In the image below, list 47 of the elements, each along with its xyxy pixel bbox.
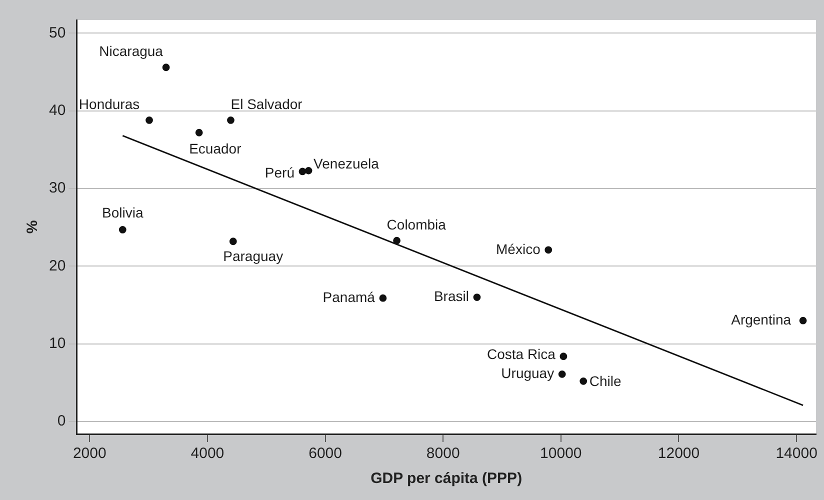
x-tick-label: 4000 [190, 445, 224, 462]
point [162, 64, 170, 72]
point [379, 294, 387, 302]
x-tick-label: 2000 [72, 445, 106, 462]
x-tick-label: 6000 [308, 445, 342, 462]
point [544, 246, 552, 254]
point [195, 128, 203, 136]
x-tick-label: 8000 [426, 445, 460, 462]
y-tick-label: 50 [48, 24, 66, 42]
annotation: Nicaragua [99, 43, 164, 60]
annotation: Ecuador [189, 140, 242, 156]
annotation: El Salvador [230, 96, 303, 112]
y-tick-label: 0 [57, 412, 66, 430]
annotation: Bolivia [102, 204, 144, 221]
annotation: Chile [589, 373, 622, 390]
point [393, 236, 400, 244]
annotation: Venezuela [314, 156, 380, 172]
point [799, 316, 807, 324]
point [298, 168, 306, 176]
x-axis-title: GDP per cápita (PPP) [370, 470, 522, 488]
point [558, 370, 566, 378]
annotation: Colombia [386, 216, 446, 232]
y-tick-label: 30 [48, 180, 66, 197]
point [304, 166, 312, 174]
point [473, 294, 481, 301]
x-tick-label: 12000 [658, 445, 700, 462]
point [227, 116, 234, 124]
annotation: Honduras [78, 96, 140, 112]
annotation: Uruguay [501, 365, 554, 382]
y-tick-label: 40 [48, 102, 66, 120]
y-tick-label: 10 [48, 335, 66, 352]
point [560, 352, 568, 360]
point [146, 116, 153, 124]
annotation: Paraguay [223, 248, 284, 264]
point [580, 377, 588, 385]
annotation: México [496, 240, 541, 257]
x-tick-label: 10000 [540, 445, 582, 462]
y-tick-label: 20 [48, 257, 66, 274]
x-tick-label: 14000 [776, 445, 818, 462]
annotation: Costa Rica [486, 346, 556, 362]
annotation: Argentina [731, 311, 792, 328]
annotation: Brasil [434, 288, 469, 304]
y-axis-title: % [24, 220, 42, 234]
point [229, 238, 237, 246]
point [118, 226, 126, 234]
annotation: Panamá [322, 288, 376, 305]
annotation: Perú [264, 164, 294, 180]
